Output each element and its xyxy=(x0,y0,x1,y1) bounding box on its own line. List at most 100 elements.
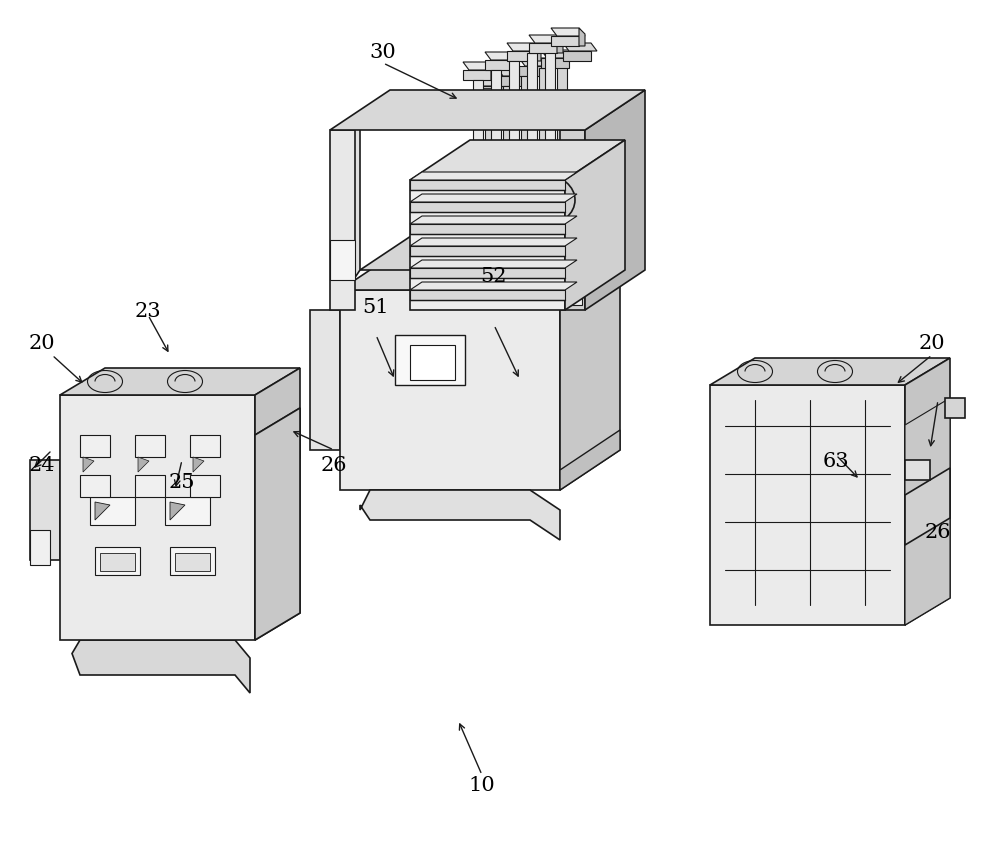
Polygon shape xyxy=(572,223,582,266)
Polygon shape xyxy=(72,640,250,693)
Polygon shape xyxy=(527,53,537,212)
Polygon shape xyxy=(500,207,510,250)
Polygon shape xyxy=(255,408,300,640)
Polygon shape xyxy=(905,398,950,625)
Polygon shape xyxy=(310,310,340,450)
Polygon shape xyxy=(503,199,528,211)
Polygon shape xyxy=(330,130,355,310)
Text: 20: 20 xyxy=(29,335,55,353)
Polygon shape xyxy=(585,90,645,310)
Polygon shape xyxy=(521,76,531,203)
Polygon shape xyxy=(410,172,577,180)
Polygon shape xyxy=(485,96,495,195)
Polygon shape xyxy=(529,220,539,258)
Polygon shape xyxy=(529,35,563,43)
Bar xyxy=(135,475,165,497)
Text: 26: 26 xyxy=(925,524,951,542)
Polygon shape xyxy=(560,250,620,490)
Polygon shape xyxy=(330,240,355,280)
Polygon shape xyxy=(193,457,204,472)
Polygon shape xyxy=(493,212,503,250)
Polygon shape xyxy=(535,43,541,61)
Polygon shape xyxy=(473,80,483,200)
Text: 52: 52 xyxy=(481,267,507,286)
Polygon shape xyxy=(410,180,565,190)
Polygon shape xyxy=(557,35,563,53)
Bar xyxy=(135,435,165,457)
Polygon shape xyxy=(539,68,549,207)
Text: 20: 20 xyxy=(919,335,945,353)
Polygon shape xyxy=(410,260,577,268)
Polygon shape xyxy=(536,215,546,258)
Polygon shape xyxy=(497,76,525,86)
Polygon shape xyxy=(410,224,565,234)
Polygon shape xyxy=(565,228,575,266)
Polygon shape xyxy=(521,203,546,215)
Polygon shape xyxy=(95,502,110,520)
Polygon shape xyxy=(100,553,135,571)
Polygon shape xyxy=(410,216,577,224)
Polygon shape xyxy=(563,43,597,51)
Polygon shape xyxy=(60,395,255,640)
Polygon shape xyxy=(518,211,528,254)
Polygon shape xyxy=(539,207,564,219)
Polygon shape xyxy=(410,238,577,246)
Polygon shape xyxy=(170,502,185,520)
Polygon shape xyxy=(905,468,950,545)
Polygon shape xyxy=(547,224,557,262)
Bar xyxy=(30,530,50,565)
Polygon shape xyxy=(545,216,575,228)
Polygon shape xyxy=(60,368,300,395)
Text: 51: 51 xyxy=(363,298,389,317)
Bar xyxy=(395,335,465,385)
Polygon shape xyxy=(545,46,555,216)
Polygon shape xyxy=(410,194,577,202)
Bar xyxy=(562,215,582,235)
Polygon shape xyxy=(497,68,531,76)
Text: 26: 26 xyxy=(321,456,347,475)
Polygon shape xyxy=(551,36,579,46)
Polygon shape xyxy=(557,211,582,223)
Polygon shape xyxy=(138,457,149,472)
Polygon shape xyxy=(340,290,560,490)
Polygon shape xyxy=(255,368,300,640)
Polygon shape xyxy=(410,282,577,290)
Polygon shape xyxy=(905,358,950,625)
Polygon shape xyxy=(255,408,300,485)
Polygon shape xyxy=(83,457,94,472)
Polygon shape xyxy=(527,212,557,224)
Polygon shape xyxy=(95,547,140,575)
Polygon shape xyxy=(340,120,360,300)
Text: 63: 63 xyxy=(823,453,849,471)
Polygon shape xyxy=(175,553,210,571)
Polygon shape xyxy=(360,490,560,540)
Bar xyxy=(190,435,220,457)
Text: 30: 30 xyxy=(370,43,396,62)
Text: 25: 25 xyxy=(169,473,195,491)
Polygon shape xyxy=(491,70,501,204)
Polygon shape xyxy=(945,398,965,418)
Polygon shape xyxy=(565,140,625,310)
Polygon shape xyxy=(541,50,575,58)
Polygon shape xyxy=(340,250,620,290)
Text: 24: 24 xyxy=(29,456,55,475)
Polygon shape xyxy=(507,43,541,51)
Polygon shape xyxy=(463,62,497,70)
Polygon shape xyxy=(541,58,569,68)
Polygon shape xyxy=(410,180,565,310)
Polygon shape xyxy=(710,385,905,625)
Polygon shape xyxy=(905,460,930,480)
Polygon shape xyxy=(560,430,620,490)
Polygon shape xyxy=(30,460,60,560)
Polygon shape xyxy=(710,358,950,385)
Polygon shape xyxy=(485,52,519,60)
Polygon shape xyxy=(509,208,539,220)
Text: 10: 10 xyxy=(469,776,495,795)
Polygon shape xyxy=(475,78,509,86)
Polygon shape xyxy=(463,70,491,80)
Polygon shape xyxy=(485,195,510,207)
Bar xyxy=(562,285,582,305)
Bar xyxy=(562,250,582,270)
Polygon shape xyxy=(485,60,513,70)
Polygon shape xyxy=(165,497,210,525)
